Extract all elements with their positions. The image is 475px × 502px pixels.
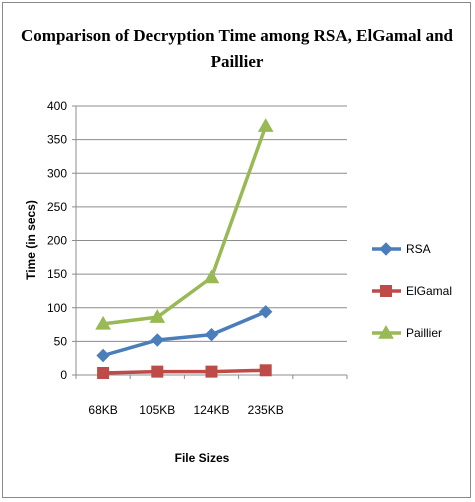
legend: RSA ElGamal Paillier — [372, 242, 452, 340]
x-tick-label: 124KB — [193, 403, 229, 417]
series-line-elgamal — [103, 370, 266, 373]
y-tick-label: 0 — [60, 368, 67, 382]
y-tick-label: 50 — [54, 334, 68, 348]
x-tick-label: 235KB — [248, 403, 284, 417]
data-point-elgamal — [206, 366, 217, 377]
x-tick-label: 105KB — [139, 403, 175, 417]
data-point-elgamal — [152, 366, 163, 377]
y-tick-label: 200 — [47, 234, 67, 248]
legend-label-elgamal: ElGamal — [406, 284, 452, 298]
chart-title-line1: Comparison of Decryption Time among RSA,… — [21, 26, 454, 45]
series-line-rsa — [103, 312, 266, 356]
x-tick-label: 68KB — [88, 403, 117, 417]
y-tick-label: 250 — [47, 200, 67, 214]
y-tick-label: 150 — [47, 267, 67, 281]
data-point-rsa — [151, 334, 163, 346]
series-line-paillier — [103, 126, 266, 324]
data-point-elgamal — [260, 365, 271, 376]
data-point-rsa — [97, 349, 109, 361]
legend-marker-elgamal — [381, 286, 392, 297]
y-tick-label: 300 — [47, 166, 67, 180]
legend-marker-rsa — [380, 243, 392, 255]
legend-label-rsa: RSA — [406, 242, 431, 256]
y-tick-label: 400 — [47, 99, 67, 113]
y-tick-label: 100 — [47, 301, 67, 315]
data-point-rsa — [206, 329, 218, 341]
x-axis-title: File Sizes — [175, 451, 230, 465]
chart-title-line2: Paillier — [211, 52, 264, 71]
legend-label-paillier: Paillier — [406, 326, 442, 340]
plot-area: 0 50 100 150 200 250 300 350 400 68KB 105KB 124KB 23… — [47, 99, 347, 417]
y-tick-label: 350 — [47, 133, 67, 147]
data-point-paillier — [205, 270, 219, 282]
y-axis-title: Time (in secs) — [24, 200, 38, 280]
data-point-elgamal — [98, 367, 109, 378]
data-point-paillier — [259, 119, 273, 131]
